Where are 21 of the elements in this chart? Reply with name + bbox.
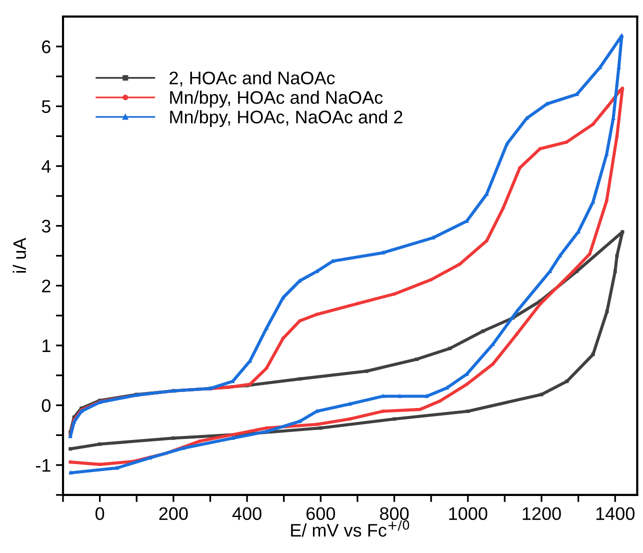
y-tick-label: 5 xyxy=(42,100,50,113)
x-tick-label: 1200 xyxy=(522,507,561,520)
x-tick-label: 1000 xyxy=(449,507,488,520)
y-tick-label: 3 xyxy=(42,220,50,233)
y-tick-label: 1 xyxy=(42,340,50,352)
legend-label: 2, HOAc and NaOAc xyxy=(170,71,335,87)
y-tick-label: 4 xyxy=(42,160,51,173)
y-axis-title: i/ uA xyxy=(12,238,26,273)
x-tick-label: 400 xyxy=(232,507,262,520)
y-tick-label: 6 xyxy=(42,40,50,54)
legend-label: Mn/bpy, HOAc, NaOAc and 2 xyxy=(170,110,402,128)
y-tick-label: -1 xyxy=(36,459,50,472)
y-tick-label: 2 xyxy=(42,280,50,292)
x-tick-label: 0 xyxy=(96,507,104,520)
x-tick-label: 1400 xyxy=(596,507,635,520)
y-tick-label: 0 xyxy=(42,399,51,412)
x-tick-label: 200 xyxy=(159,507,188,520)
x-axis-title: E/ mV vs Fc$^{+/0}$ xyxy=(291,520,410,537)
x-tick-label: 800 xyxy=(380,507,409,520)
legend-label: Mn/bpy, HOAc and NaOAc xyxy=(170,90,383,108)
x-tick-label: 600 xyxy=(306,507,336,520)
